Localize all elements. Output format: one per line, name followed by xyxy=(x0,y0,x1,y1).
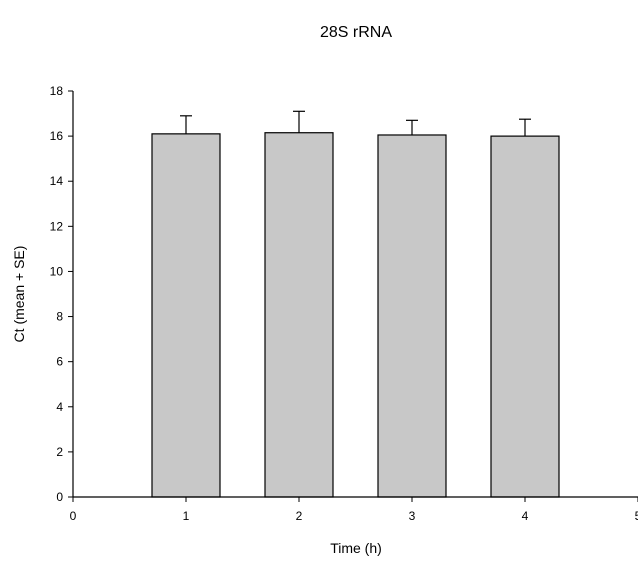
bar xyxy=(151,133,221,498)
y-axis-title: Ct (mean + SE) xyxy=(11,246,27,343)
y-tick-label: 10 xyxy=(50,264,64,278)
x-axis-title: Time (h) xyxy=(330,540,382,556)
x-tick-label: 1 xyxy=(183,509,190,523)
bar xyxy=(490,135,560,498)
bar xyxy=(377,134,447,498)
y-tick-label: 16 xyxy=(50,129,64,143)
y-tick-label: 0 xyxy=(56,490,63,504)
x-tick-label: 0 xyxy=(70,509,77,523)
bar xyxy=(264,132,334,498)
x-tick-label: 3 xyxy=(409,509,416,523)
x-tick-label: 4 xyxy=(522,509,529,523)
y-tick-label: 18 xyxy=(50,84,64,98)
plot-area: 024681012141618012345 xyxy=(50,84,638,523)
y-tick-label: 14 xyxy=(50,174,64,188)
y-tick-label: 4 xyxy=(56,400,63,414)
y-tick-label: 2 xyxy=(56,445,63,459)
y-tick-label: 12 xyxy=(50,219,64,233)
chart-title: 28S rRNA xyxy=(320,24,392,41)
y-tick-label: 6 xyxy=(56,355,63,369)
y-tick-label: 8 xyxy=(56,310,63,324)
x-tick-label: 2 xyxy=(296,509,303,523)
x-tick-label: 5 xyxy=(635,509,638,523)
